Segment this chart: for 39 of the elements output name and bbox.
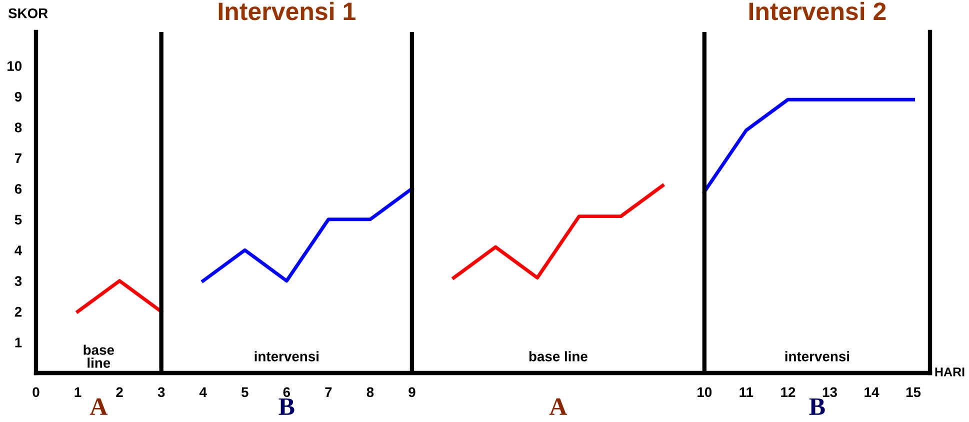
x-tick-label: 4 (199, 387, 207, 397)
x-tick-label: 15 (906, 387, 921, 398)
x-tick-label: 0 (32, 387, 40, 398)
x-tick-label: 8 (366, 387, 374, 398)
text: B (809, 398, 825, 415)
annotation: intervensi (254, 351, 318, 362)
x-tick-label: 13 (822, 387, 837, 398)
x-tick-label: 3 (158, 387, 165, 398)
y-tick-label: 9 (14, 92, 22, 102)
x-tick-label: 1 (74, 387, 82, 397)
x-tick-label: 2 (116, 387, 123, 397)
text: A (90, 398, 108, 415)
annotation: base line (84, 344, 114, 368)
y-tick-label: 3 (14, 276, 22, 286)
x-tick-label: 7 (325, 387, 332, 397)
line-series (452, 184, 664, 280)
y-tick-label: 6 (14, 184, 22, 194)
text: Intervensi 1 (218, 2, 356, 20)
y-tick-label: 7 (14, 153, 22, 163)
x-tick-label: 14 (864, 387, 880, 397)
annotation: base line (529, 351, 588, 362)
x-tick-label: 11 (740, 387, 754, 397)
y-tick-label: 4 (14, 246, 22, 256)
y-axis-title: SKOR (8, 8, 48, 18)
x-axis-title: HARI (935, 368, 964, 376)
y-tick-label: 10 (8, 61, 22, 71)
x-tick-label: 6 (283, 387, 290, 398)
x-tick-label: 5 (241, 387, 248, 398)
y-tick-label: 1 (15, 338, 22, 348)
text: Intervensi 2 (749, 2, 886, 20)
y-tick-label: 8 (14, 122, 22, 132)
text: A (549, 398, 568, 415)
x-tick-label: 12 (781, 387, 796, 397)
x-tick-label: 9 (408, 387, 416, 398)
y-tick-label: 5 (14, 214, 22, 225)
text: B (278, 398, 294, 415)
annotation: intervensi (785, 351, 850, 362)
y-tick-label: 2 (14, 306, 22, 317)
x-tick-label: 10 (698, 387, 712, 398)
